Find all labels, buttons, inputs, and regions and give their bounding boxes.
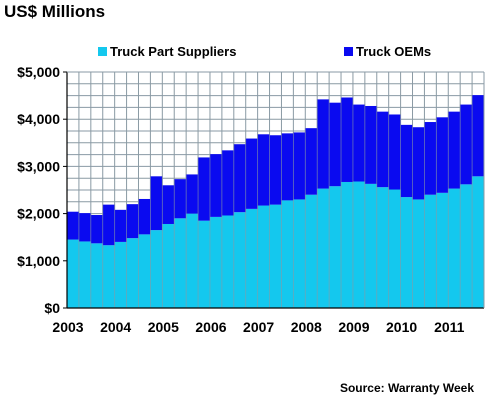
bar-truck-part-suppliers (329, 186, 342, 308)
bar-truck-part-suppliers (126, 238, 139, 308)
bar-truck-oems (400, 124, 413, 198)
bar-truck-oems (364, 105, 377, 184)
bar-truck-oems (186, 174, 199, 214)
source-note: Source: Warranty Week (339, 381, 474, 395)
bar-truck-oems (198, 157, 210, 221)
x-tick-label: 2010 (386, 319, 417, 335)
bar-truck-oems (376, 111, 389, 188)
legend-label-oems: Truck OEMs (356, 44, 431, 59)
y-tick-label: $3,000 (17, 158, 60, 174)
bar-truck-part-suppliers (424, 194, 437, 308)
bar-truck-part-suppliers (257, 205, 270, 308)
bar-truck-part-suppliers (436, 192, 449, 308)
bar-truck-part-suppliers (281, 200, 294, 308)
x-tick-label: 2005 (148, 319, 179, 335)
x-tick-label: 2009 (338, 319, 369, 335)
bar-truck-oems (341, 97, 353, 182)
y-tick-label: $1,000 (17, 253, 60, 269)
bar-truck-part-suppliers (233, 212, 246, 308)
bar-truck-oems (90, 215, 103, 244)
bar-truck-oems (245, 138, 258, 209)
x-tick-label: 2004 (100, 319, 131, 335)
bar-truck-oems (209, 154, 222, 217)
bar-truck-oems (102, 204, 115, 246)
bar-truck-part-suppliers (102, 245, 115, 308)
bar-truck-oems (174, 179, 187, 219)
bar-truck-oems (138, 198, 151, 235)
bar-truck-oems (424, 122, 437, 195)
bar-truck-oems (233, 144, 246, 213)
bar-truck-oems (293, 132, 306, 200)
y-tick-label: $5,000 (17, 64, 60, 80)
bar-truck-oems (329, 102, 342, 187)
bar-truck-part-suppliers (78, 241, 91, 308)
y-tick-label: $0 (44, 300, 60, 316)
bar-truck-oems (352, 104, 365, 182)
bar-truck-oems (436, 117, 449, 193)
y-tick-label: $4,000 (17, 111, 60, 127)
bar-truck-part-suppliers (174, 218, 187, 308)
x-tick-label: 2008 (291, 319, 322, 335)
bar-truck-oems (221, 150, 234, 216)
bar-truck-part-suppliers (400, 197, 413, 308)
bar-truck-oems (305, 128, 318, 195)
bar-truck-oems (281, 133, 294, 201)
legend-swatch-oems (344, 47, 353, 56)
bar-truck-part-suppliers (412, 199, 425, 308)
bar-truck-part-suppliers (138, 234, 151, 308)
x-tick-label: 2003 (52, 319, 83, 335)
bar-truck-part-suppliers (472, 176, 484, 308)
bar-truck-part-suppliers (364, 183, 377, 308)
bar-truck-oems (388, 114, 401, 190)
bar-truck-oems (460, 104, 473, 185)
bar-truck-oems (257, 134, 270, 206)
bar-truck-oems (126, 204, 139, 239)
bar-truck-part-suppliers (186, 213, 199, 308)
bar-truck-part-suppliers (341, 181, 353, 308)
x-tick-label: 2011 (434, 319, 465, 335)
bar-truck-part-suppliers (150, 230, 163, 308)
legend-label-suppliers: Truck Part Suppliers (110, 44, 236, 59)
x-tick-label: 2007 (243, 319, 274, 335)
bar-truck-oems (78, 213, 91, 242)
bar-truck-part-suppliers (352, 181, 365, 308)
bar-truck-part-suppliers (269, 204, 282, 308)
bar-truck-part-suppliers (305, 194, 318, 308)
bar-truck-oems (162, 185, 175, 224)
bar-truck-oems (317, 99, 330, 189)
bar-truck-part-suppliers (245, 208, 258, 308)
bar-truck-part-suppliers (198, 220, 210, 308)
bar-truck-part-suppliers (448, 188, 461, 308)
bar-truck-oems (448, 111, 461, 189)
bar-truck-part-suppliers (388, 189, 401, 308)
bar-truck-oems (412, 127, 425, 200)
bar-truck-oems (67, 211, 79, 240)
bar-truck-part-suppliers (67, 239, 79, 308)
bar-truck-part-suppliers (90, 243, 103, 308)
chart-title: US$ Millions (4, 2, 106, 21)
bar-truck-oems (269, 135, 282, 205)
bar-truck-oems (114, 209, 127, 242)
legend-swatch-suppliers (98, 47, 107, 56)
bar-truck-part-suppliers (460, 184, 473, 308)
bar-truck-oems (150, 176, 163, 231)
legend: Truck Part Suppliers Truck OEMs (98, 44, 431, 59)
bar-truck-part-suppliers (209, 216, 222, 308)
bar-truck-part-suppliers (221, 215, 234, 308)
bar-truck-part-suppliers (293, 199, 306, 308)
y-tick-label: $2,000 (17, 206, 60, 222)
bar-truck-oems (472, 95, 484, 177)
bar-truck-part-suppliers (162, 223, 175, 308)
bar-truck-part-suppliers (376, 187, 389, 308)
bar-truck-part-suppliers (114, 241, 127, 308)
x-tick-label: 2006 (195, 319, 226, 335)
bar-truck-part-suppliers (317, 188, 330, 308)
